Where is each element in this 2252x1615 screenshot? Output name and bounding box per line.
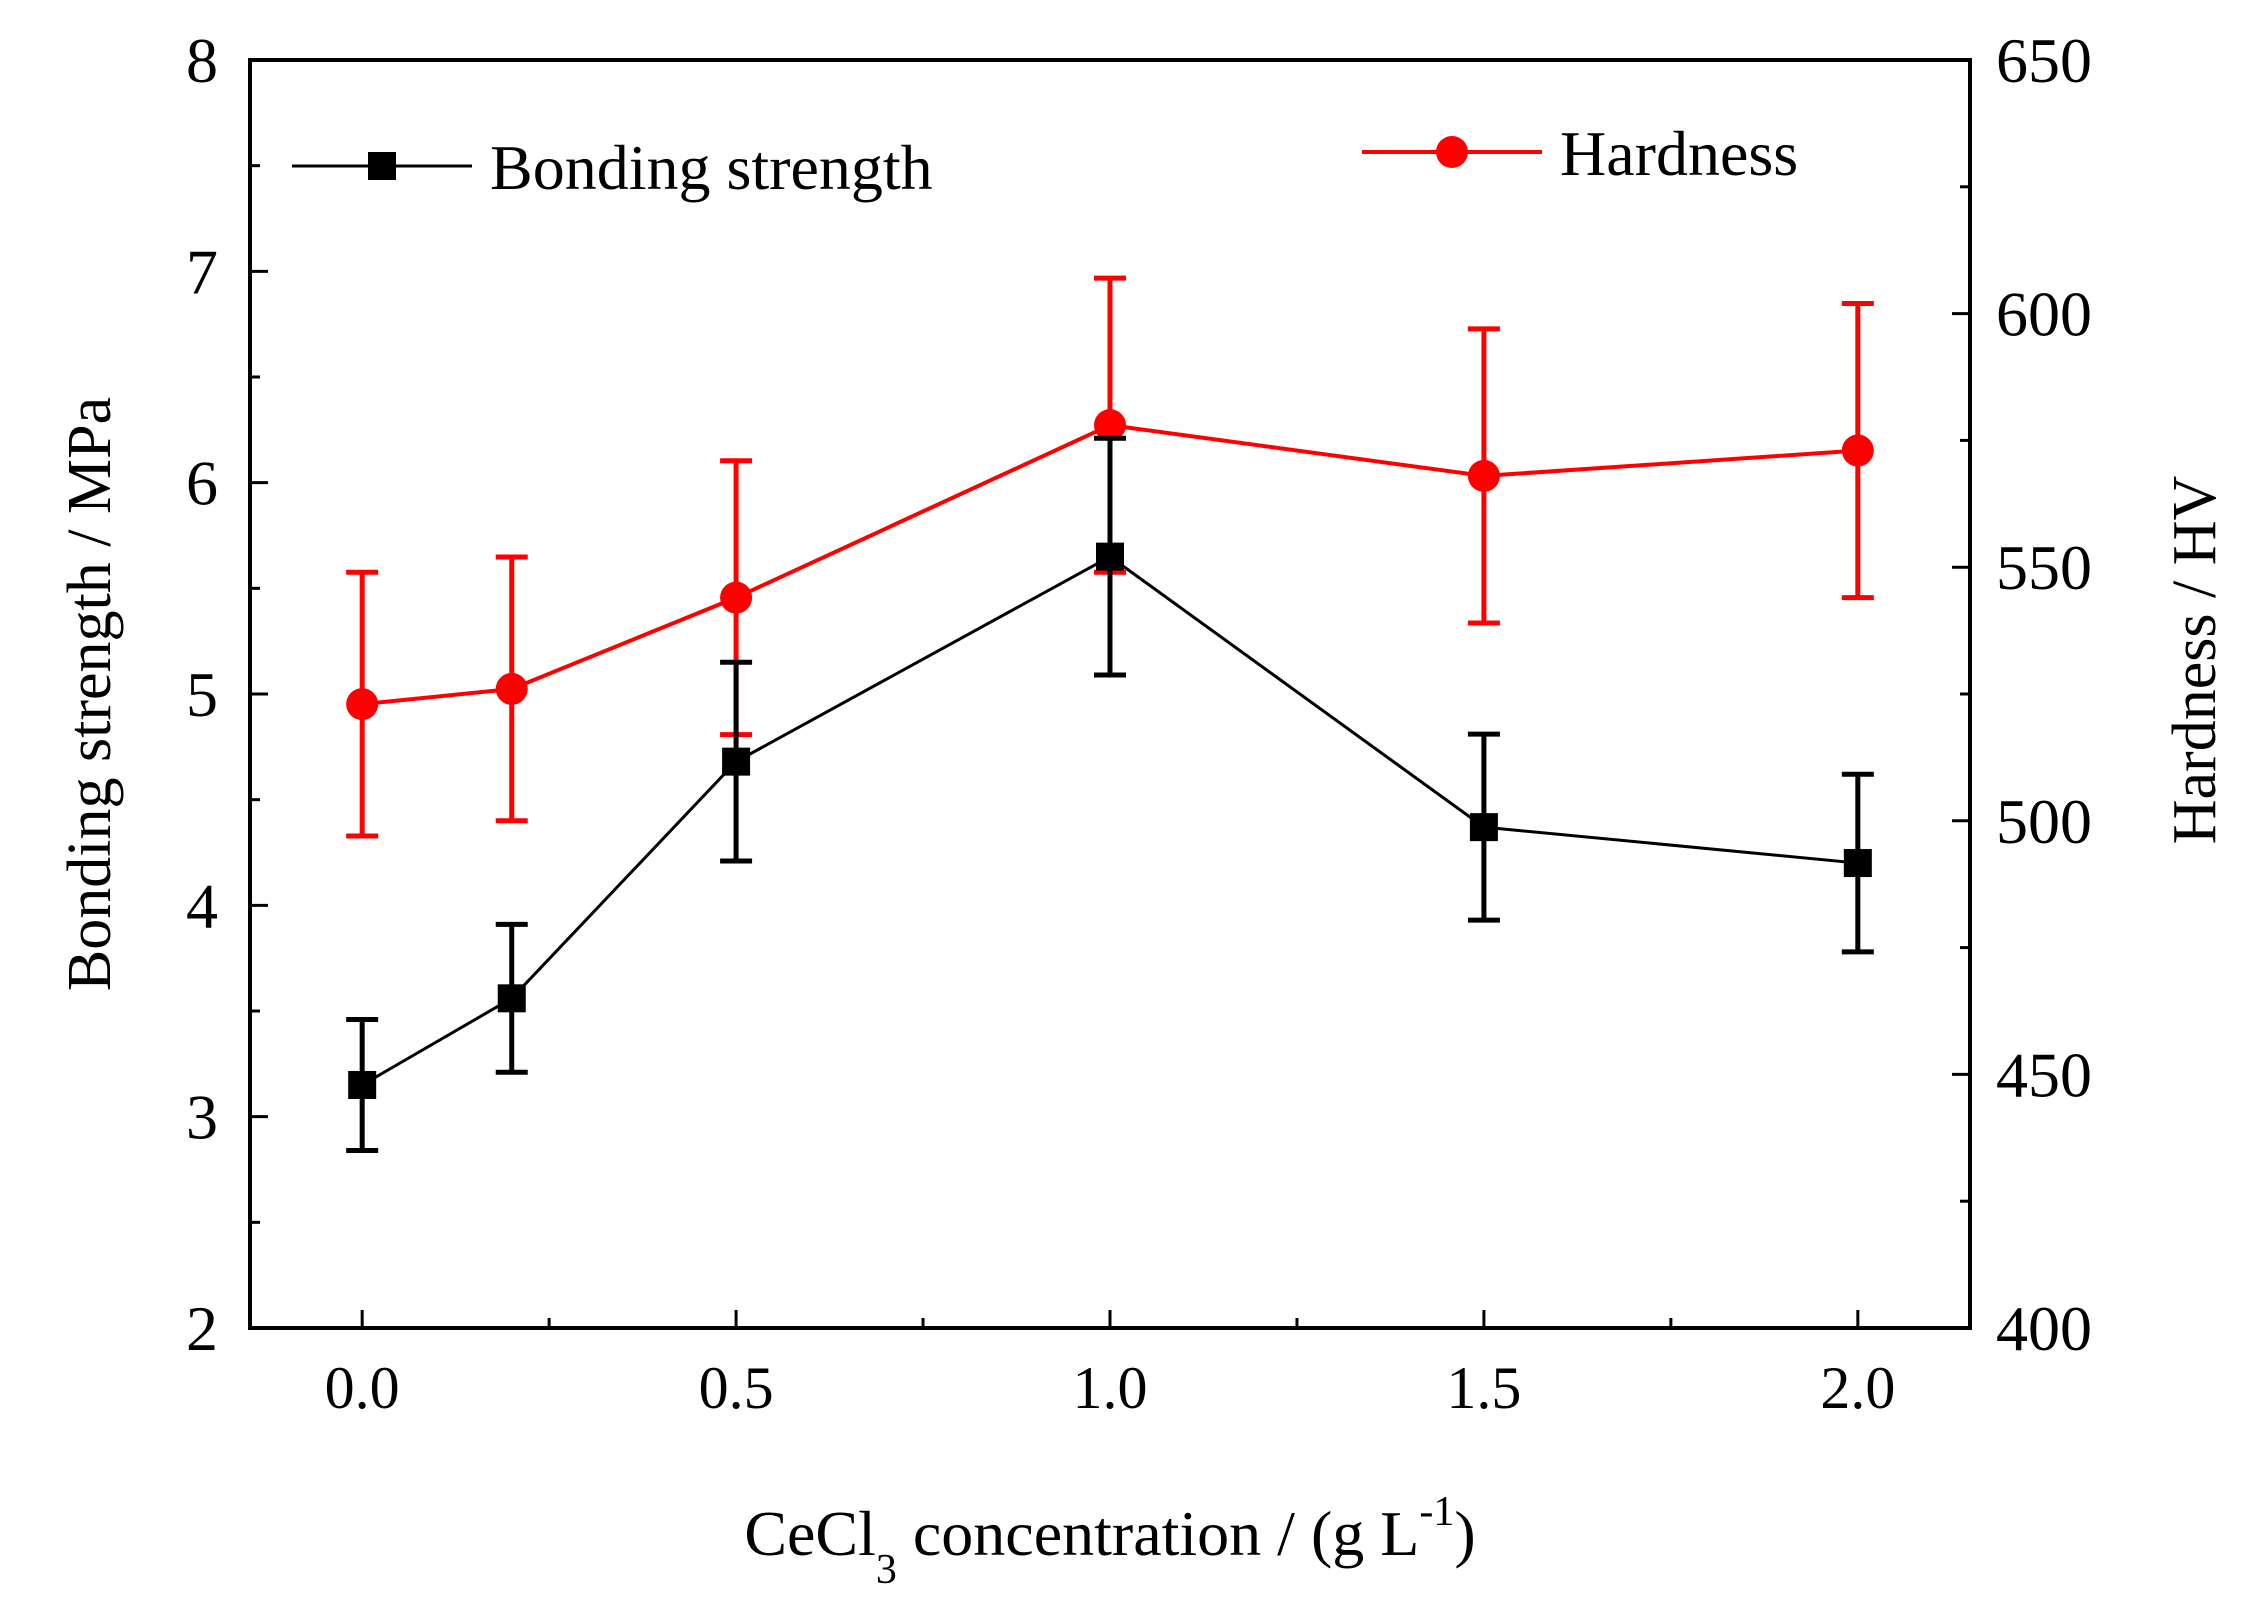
x-axis-title-main: CeCl [744,1498,876,1569]
bonding-strength-point [1096,542,1124,571]
x-tick-label: 1.5 [1446,1355,1521,1421]
x-axis-title: CeCl3 concentration / (g L-1) [744,1489,1475,1593]
x-axis-title-rest: concentration / (g L [897,1498,1419,1569]
x-tick-label: 1.0 [1073,1355,1148,1421]
y-right-tick-label: 550 [1996,532,2092,603]
y-right-tick-label: 650 [1996,25,2092,96]
plot-layer [346,275,1874,1153]
y-left-tick-label: 3 [186,1082,218,1153]
y-right-tick-label: 500 [1996,786,2092,857]
x-axis-title-end: ) [1454,1498,1475,1569]
y-right-tick-label: 600 [1996,279,2092,350]
x-tick-label: 0.5 [699,1355,774,1421]
hardness-line [361,423,1858,707]
y-right-tick-label: 450 [1996,1039,2092,1110]
x-axis-title-superscript: -1 [1419,1489,1454,1535]
legend-bonding-marker [368,152,396,180]
bonding-strength-point [348,1070,377,1099]
legend-bonding-label: Bonding strength [490,132,933,203]
y-left-tick-label: 4 [186,870,218,941]
y-left-tick-label: 7 [186,236,218,307]
bonding-strength-point [497,984,526,1013]
hardness-point [346,688,379,721]
legend-hardness-label: Hardness [1560,118,1798,189]
bonding-strength-point [1469,813,1498,842]
legend-hardness-marker [1436,136,1468,168]
x-tick-label: 0.0 [325,1355,400,1421]
hardness-point [1094,409,1126,442]
legend-hardness: Hardness [1362,118,1798,189]
y-left-tick-label: 5 [186,659,218,730]
x-tick-label: 2.0 [1820,1355,1895,1421]
hardness-point [1841,434,1874,467]
y-left-tick-label: 2 [186,1293,218,1364]
y-axis-right-title: Hardness / HV [2161,476,2229,845]
y-left-tick-label: 6 [186,448,218,519]
legend-bonding-strength: Bonding strength [292,132,933,203]
bonding-strength-line [361,554,1858,1087]
y-right-tick-label: 400 [1996,1293,2092,1364]
hardness-point [1467,459,1500,492]
bonding-strength-point [722,747,751,776]
x-axis-title-subscript: 3 [876,1547,897,1593]
y-left-tick-label: 8 [186,25,218,96]
hardness-point [720,581,753,614]
hardness-point [495,672,528,705]
bonding-strength-point [1843,849,1872,878]
y-axis-left-title: Bonding strength / MPa [56,397,124,991]
